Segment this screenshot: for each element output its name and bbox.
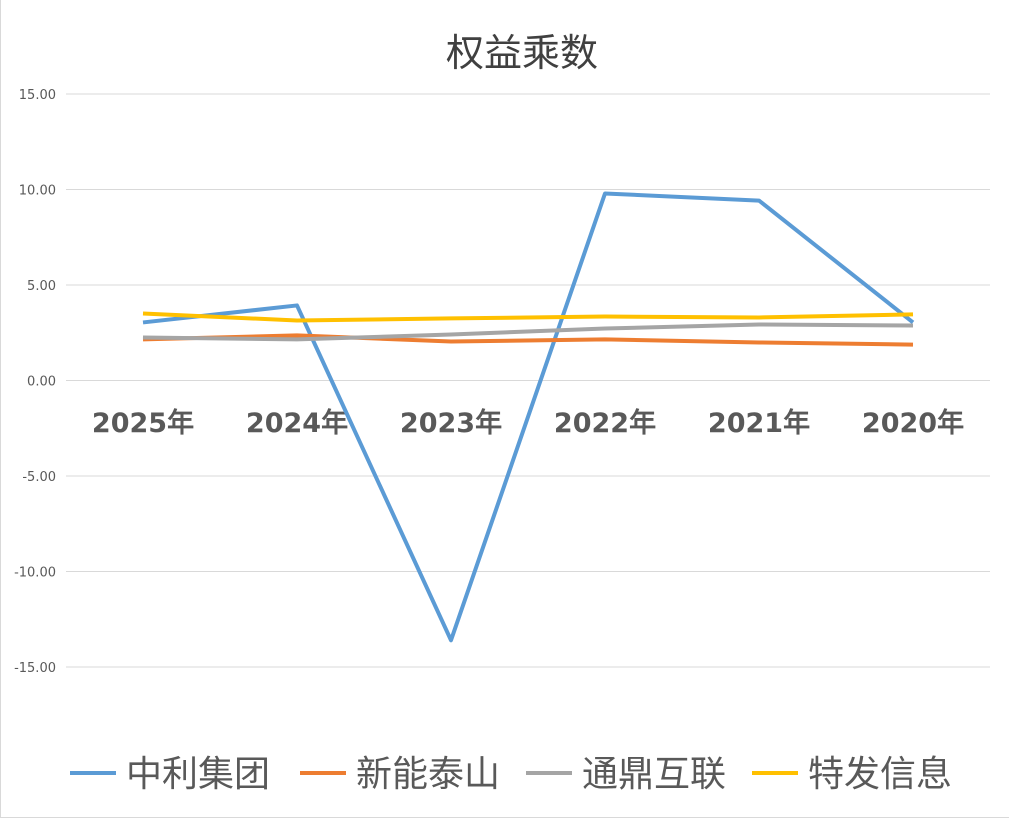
y-tick-label: -10.00	[14, 566, 56, 581]
x-tick-label: 2025年	[92, 407, 194, 439]
y-tick-label: 0.00	[27, 375, 56, 390]
y-tick-label: 15.00	[19, 88, 56, 103]
x-tick-label: 2023年	[400, 407, 502, 439]
y-tick-label: -15.00	[14, 661, 56, 676]
y-tick-label: 10.00	[19, 184, 56, 199]
legend-label: 特发信息	[808, 754, 952, 795]
x-tick-label: 2020年	[862, 407, 964, 439]
x-tick-label: 2022年	[554, 407, 656, 439]
legend-label: 中利集团	[126, 754, 270, 795]
legend-label: 通鼎互联	[582, 754, 726, 795]
y-tick-label: 5.00	[27, 279, 56, 294]
series-line-1	[142, 333, 914, 347]
series-line-3	[142, 311, 914, 323]
series-line-0	[142, 191, 915, 643]
chart-title: 权益乘数	[446, 31, 598, 75]
series-line-2	[142, 322, 914, 342]
x-tick-label: 2021年	[708, 407, 810, 439]
x-tick-label: 2024年	[246, 407, 348, 439]
y-tick-label: -5.00	[22, 470, 56, 485]
legend-label: 新能泰山	[356, 754, 500, 795]
